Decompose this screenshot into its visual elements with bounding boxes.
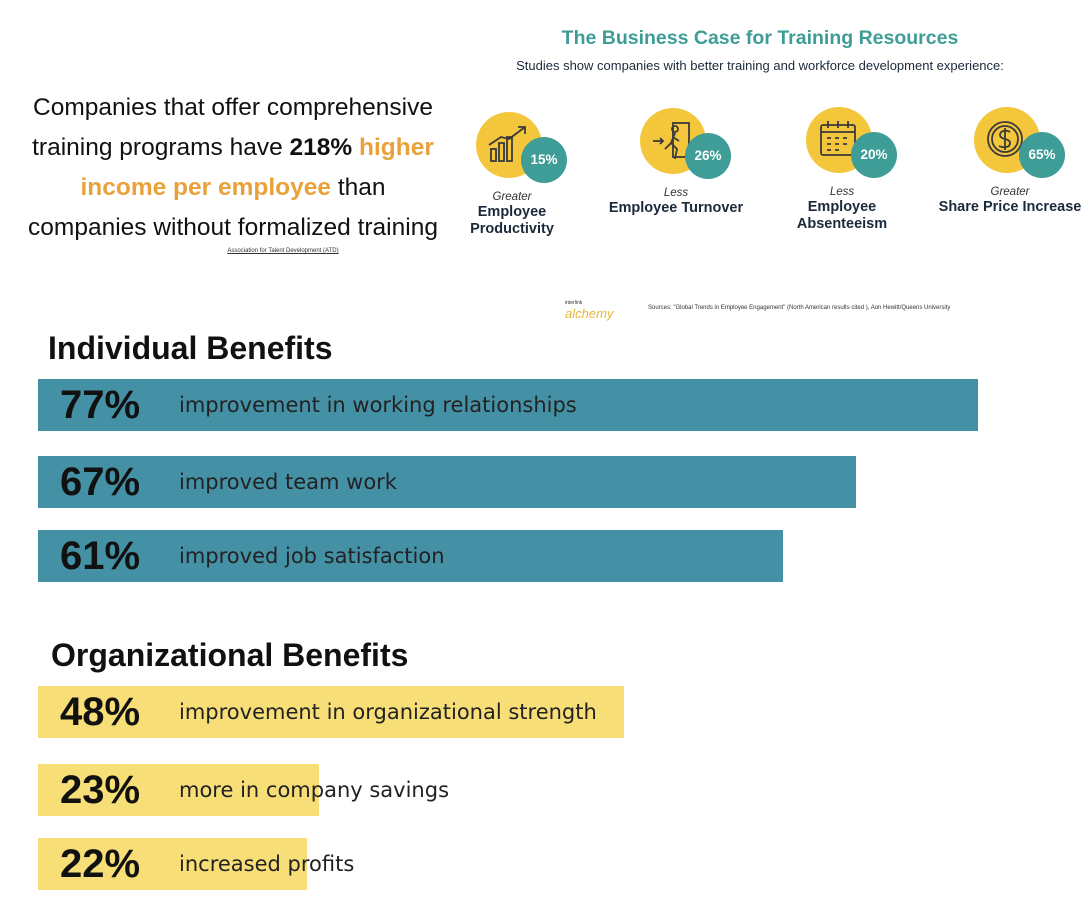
individual-bar: 77% improvement in working relationships xyxy=(38,379,978,431)
stat-qualifier: Greater xyxy=(990,186,1030,198)
bar-value-label: 67% xyxy=(60,460,141,504)
bar-category-label: improvement in organizational strength xyxy=(179,700,597,724)
bar-value-label: 23% xyxy=(60,768,141,812)
infographic-sources: Sources: "Global Trends in Employee Enga… xyxy=(648,305,951,311)
bar-value-label: 48% xyxy=(60,690,141,734)
stat-value: 65% xyxy=(1019,132,1065,178)
brand-logo: interlink alchemy xyxy=(565,300,613,321)
stat-name: Employee Absenteeism xyxy=(796,199,888,232)
bar-category-label: improved job satisfaction xyxy=(179,544,445,568)
stat-qualifier: Greater xyxy=(492,191,532,203)
headline-percent: 218% xyxy=(289,134,353,161)
stat-name: Employee Turnover xyxy=(608,200,744,216)
organizational-benefits-title: Organizational Benefits xyxy=(51,637,409,673)
bar-category-label: improved team work xyxy=(179,470,397,494)
stat-value: 26% xyxy=(685,133,731,179)
infographic-title: The Business Case for Training Resources xyxy=(561,27,959,49)
brand-small-text: interlink xyxy=(565,300,583,306)
stat-absenteeism: 20% Less Employee Absenteeism xyxy=(767,107,917,233)
brand-name: alchemy xyxy=(565,306,614,321)
headline-text-end: than companies without formalized traini… xyxy=(28,174,438,241)
individual-bar: 67% improved team work xyxy=(38,456,856,508)
headline-source-link[interactable]: Association for Talent Development (ATD) xyxy=(227,248,339,254)
organizational-bar: 22% increased profits xyxy=(38,838,354,890)
stat-value: 20% xyxy=(851,132,897,178)
headline-highlight: higher income per employee xyxy=(80,134,434,201)
infographic-subtitle: Studies show companies with better train… xyxy=(516,58,1004,73)
bar-value-label: 22% xyxy=(60,842,141,886)
bar-value-label: 61% xyxy=(60,534,141,578)
stat-name: Share Price Increase xyxy=(938,199,1082,215)
individual-benefits-title: Individual Benefits xyxy=(48,330,333,366)
stat-turnover: 26% Less Employee Turnover xyxy=(601,108,751,217)
stat-qualifier: Less xyxy=(663,187,689,199)
bar-category-label: increased profits xyxy=(179,852,355,876)
stat-value: 15% xyxy=(521,137,567,183)
stat-name: Employee Productivity xyxy=(470,204,554,237)
organizational-bar: 48% improvement in organizational strengt… xyxy=(38,686,624,738)
stat-productivity: 15% Greater Employee Productivity xyxy=(437,112,587,238)
headline-statistic: Companies that offer comprehensive train… xyxy=(18,88,448,248)
organizational-bar: 23% more in company savings xyxy=(38,764,449,816)
individual-bar: 61% improved job satisfaction xyxy=(38,530,783,582)
bar-value-label: 77% xyxy=(60,383,141,427)
stat-share-price: 65% Greater Share Price Increase xyxy=(935,107,1085,216)
bar-category-label: improvement in working relationships xyxy=(179,393,577,417)
bar-category-label: more in company savings xyxy=(179,778,450,802)
headline-text-start: Companies that offer comprehensive train… xyxy=(32,94,433,161)
stat-qualifier: Less xyxy=(829,186,855,198)
